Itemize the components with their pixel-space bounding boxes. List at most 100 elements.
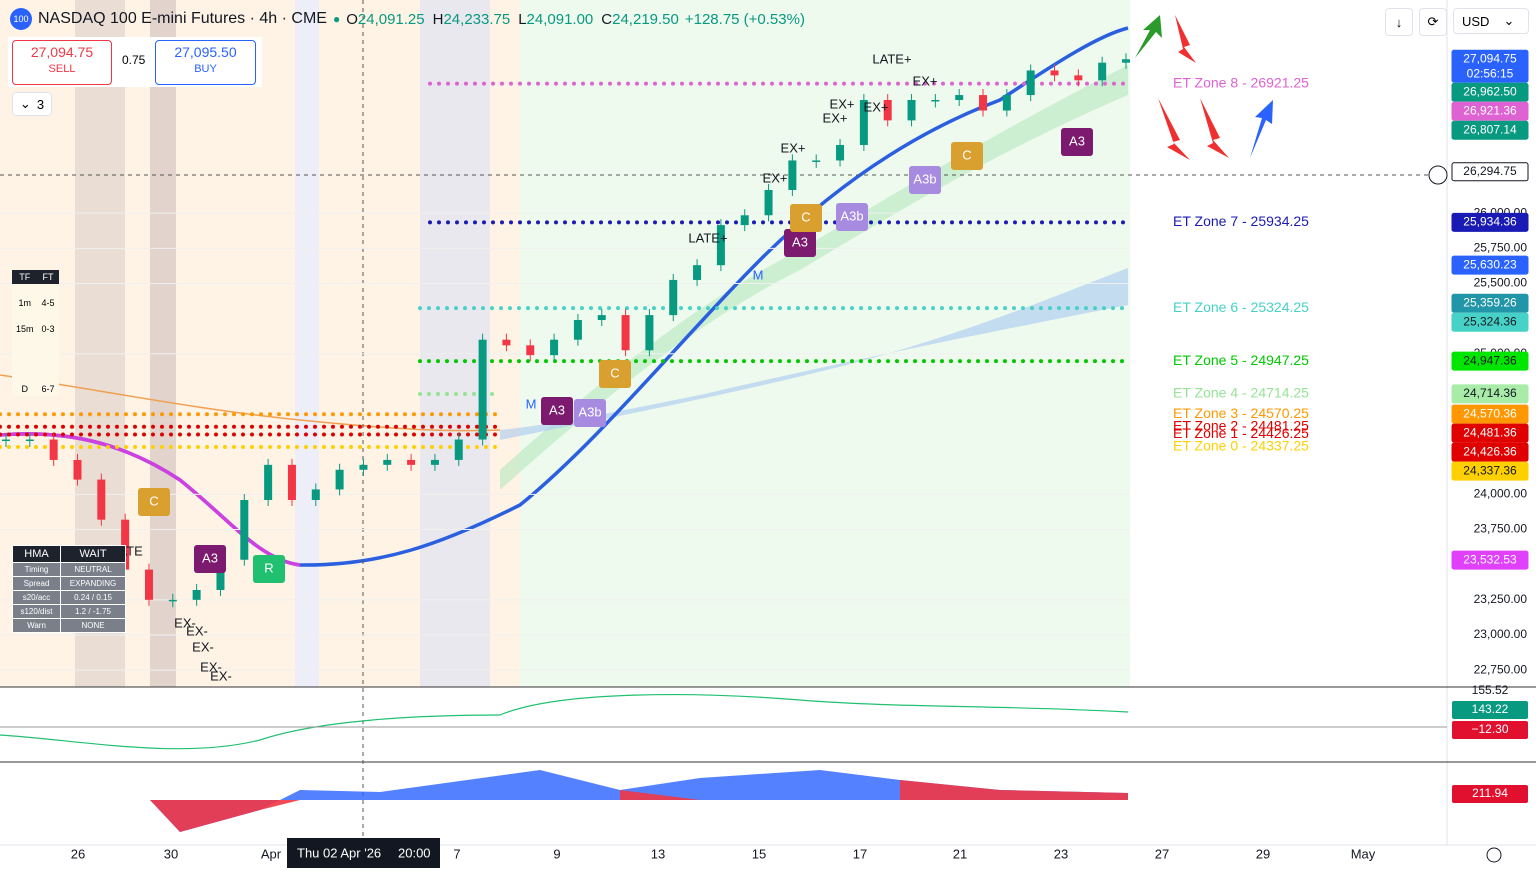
indicator-count: 3 xyxy=(36,96,45,112)
down-button[interactable]: ↓ xyxy=(1385,8,1413,36)
plus-button[interactable] xyxy=(1428,165,1448,185)
price-tag-label: 24,947.36 xyxy=(1463,353,1517,367)
zone-label: ET Zone 8 - 26921.25 xyxy=(1173,74,1309,90)
price-tag xyxy=(1451,49,1529,83)
candle xyxy=(430,459,439,465)
oscillator-line xyxy=(0,694,1129,750)
price-tag xyxy=(1451,461,1529,481)
zone-label: ET Zone 5 - 24947.25 xyxy=(1173,352,1309,368)
ohlc: O24,091.25 H24,233.75 L24,091.00 C24,219.50 xyxy=(346,11,679,28)
price-tag-label: 25,630.23 xyxy=(1463,257,1517,271)
signal-box xyxy=(784,229,816,257)
signal-box xyxy=(541,397,573,425)
price-tag-label: 26,294.75 xyxy=(1463,164,1517,178)
candle xyxy=(764,189,773,216)
table-cell: D xyxy=(21,384,29,394)
candle xyxy=(788,160,797,190)
trade-panel: 27,094.75 SELL 0.75 27,095.50 BUY xyxy=(8,37,262,87)
candle xyxy=(502,339,511,346)
annotation: EX- xyxy=(174,615,196,630)
table-row: 1m 4-5 xyxy=(12,284,59,310)
y-tick-label: 25,750.00 xyxy=(1474,240,1528,254)
annotation: C xyxy=(962,147,971,162)
osc-label: 211.94 xyxy=(1472,786,1508,800)
crosshair-date: Thu 02 Apr '26 xyxy=(297,845,381,860)
annotation: EX- xyxy=(200,659,222,674)
price-tag xyxy=(1451,550,1529,570)
sell-button[interactable]: 27,094.75 SELL xyxy=(12,40,112,85)
osc-tag xyxy=(1452,701,1528,719)
annotation: EX- xyxy=(192,639,214,654)
symbol-title[interactable]: NASDAQ 100 E-mini Futures · 4h · CME xyxy=(38,10,327,27)
ohlc-value: 24,219.50 xyxy=(612,10,679,28)
refresh-button[interactable]: ⟳ xyxy=(1419,8,1447,36)
annotation: EX+ xyxy=(913,73,938,88)
time-label: 13 xyxy=(651,846,665,861)
y-tick-label: 23,250.00 xyxy=(1474,592,1528,606)
symbol-header: 100 NASDAQ 100 E-mini Futures · 4h · CME… xyxy=(10,8,805,30)
time-label: 21 xyxy=(953,846,967,861)
ohlc-key: H xyxy=(432,10,444,28)
candle xyxy=(311,489,320,500)
ohlc-key: L xyxy=(518,10,527,28)
signal-box xyxy=(574,399,606,427)
table-cell: NEUTRAL xyxy=(60,562,126,577)
signal-box xyxy=(836,203,868,231)
signal-box xyxy=(951,142,983,170)
price-tag-label: 25,324.36 xyxy=(1463,314,1517,328)
candle xyxy=(836,144,845,161)
price-tag-label: 24,337.36 xyxy=(1463,463,1517,477)
price-tag-label: 24,714.36 xyxy=(1463,386,1517,400)
currency-select[interactable]: USD ⌄ xyxy=(1453,8,1529,34)
annotation: C xyxy=(149,493,158,508)
table-cell: EXPANDING xyxy=(60,576,126,591)
arrow xyxy=(1158,98,1190,160)
table-cell: WAIT xyxy=(60,545,126,563)
table-header: FT xyxy=(37,270,59,284)
annotation: EX+ xyxy=(781,140,806,155)
table-row: 15m 0-3 xyxy=(12,310,59,336)
buy-button[interactable]: 27,095.50 BUY xyxy=(155,40,256,85)
settings-icon[interactable] xyxy=(1486,847,1502,863)
table-row: Spread EXPANDING xyxy=(11,576,126,591)
price-tag xyxy=(1451,255,1529,275)
candle xyxy=(264,464,273,500)
annotation: A3 xyxy=(792,234,808,249)
price-tag xyxy=(1451,351,1529,371)
table-row: Warn NONE xyxy=(11,618,126,633)
candle xyxy=(859,99,868,145)
candle xyxy=(716,225,725,266)
price-tag-label: 24,570.36 xyxy=(1463,406,1517,420)
candle xyxy=(121,519,130,570)
annotation: A3 xyxy=(549,402,565,417)
time-label: 9 xyxy=(553,846,560,861)
status-dot: ● xyxy=(332,12,341,26)
table-row: D 6-7 xyxy=(12,336,59,396)
candle xyxy=(812,160,821,162)
annotation: EX+ xyxy=(763,170,788,185)
chevron: ⌄ xyxy=(19,96,31,111)
annotation: C xyxy=(610,365,619,380)
candle xyxy=(2,439,10,442)
y-tick-label: 22,750.00 xyxy=(1474,662,1528,676)
table-row: s20/acc 0.24 / 0.15 xyxy=(11,590,126,605)
candle xyxy=(979,95,988,111)
signal-box xyxy=(1061,128,1093,156)
indicator-toggle[interactable]: ⌄ 3 xyxy=(12,92,52,116)
ohlc-value: 24,233.75 xyxy=(443,10,511,28)
table-row: TF FT xyxy=(12,270,59,284)
candle xyxy=(144,569,153,600)
session-shade xyxy=(150,0,176,687)
table-cell: 0-3 xyxy=(41,324,55,334)
candle xyxy=(621,315,630,351)
session-shade xyxy=(520,0,1130,687)
annotation: M xyxy=(753,267,764,282)
price-tag-label: 26,921.36 xyxy=(1463,103,1517,117)
time-label: May xyxy=(1351,846,1376,861)
candle xyxy=(73,459,82,480)
price-tag xyxy=(1451,442,1529,462)
spread: 0.75 xyxy=(122,53,146,67)
candle xyxy=(1050,70,1059,76)
candle xyxy=(168,599,177,602)
